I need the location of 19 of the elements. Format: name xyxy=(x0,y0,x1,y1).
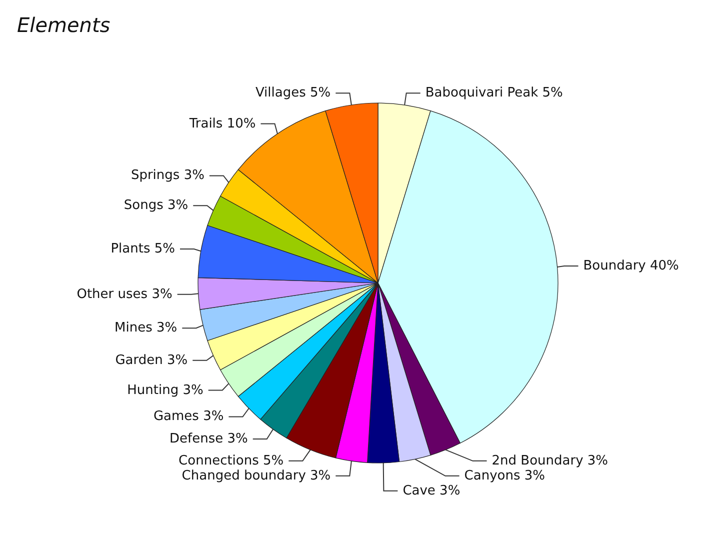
slice-label: Plants 5% xyxy=(110,242,175,257)
slice-label: Mines 3% xyxy=(114,320,178,336)
slice-label: Baboquivari Peak 5% xyxy=(425,86,563,101)
slice-label: Songs 3% xyxy=(124,198,188,214)
slice-label: Changed boundary 3% xyxy=(182,468,331,484)
slice-label: Connections 5% xyxy=(178,453,284,468)
slice-label: Other uses 3% xyxy=(76,286,172,302)
slice-label: Trails 10% xyxy=(188,116,256,132)
slice-label: Games 3% xyxy=(153,409,224,424)
slice-label: Defense 3% xyxy=(170,431,248,446)
chart-title: Elements xyxy=(17,13,110,37)
slice-label: Cave 3% xyxy=(402,483,460,498)
slice-label: Boundary 40% xyxy=(583,258,679,274)
slice-label: Hunting 3% xyxy=(127,382,204,398)
slice-label: Canyons 3% xyxy=(464,468,545,484)
slice-label: Garden 3% xyxy=(115,352,188,368)
slice-label: Villages 5% xyxy=(255,86,331,101)
slice-label: Springs 3% xyxy=(130,168,204,184)
slice-label: 2nd Boundary 3% xyxy=(492,453,608,468)
